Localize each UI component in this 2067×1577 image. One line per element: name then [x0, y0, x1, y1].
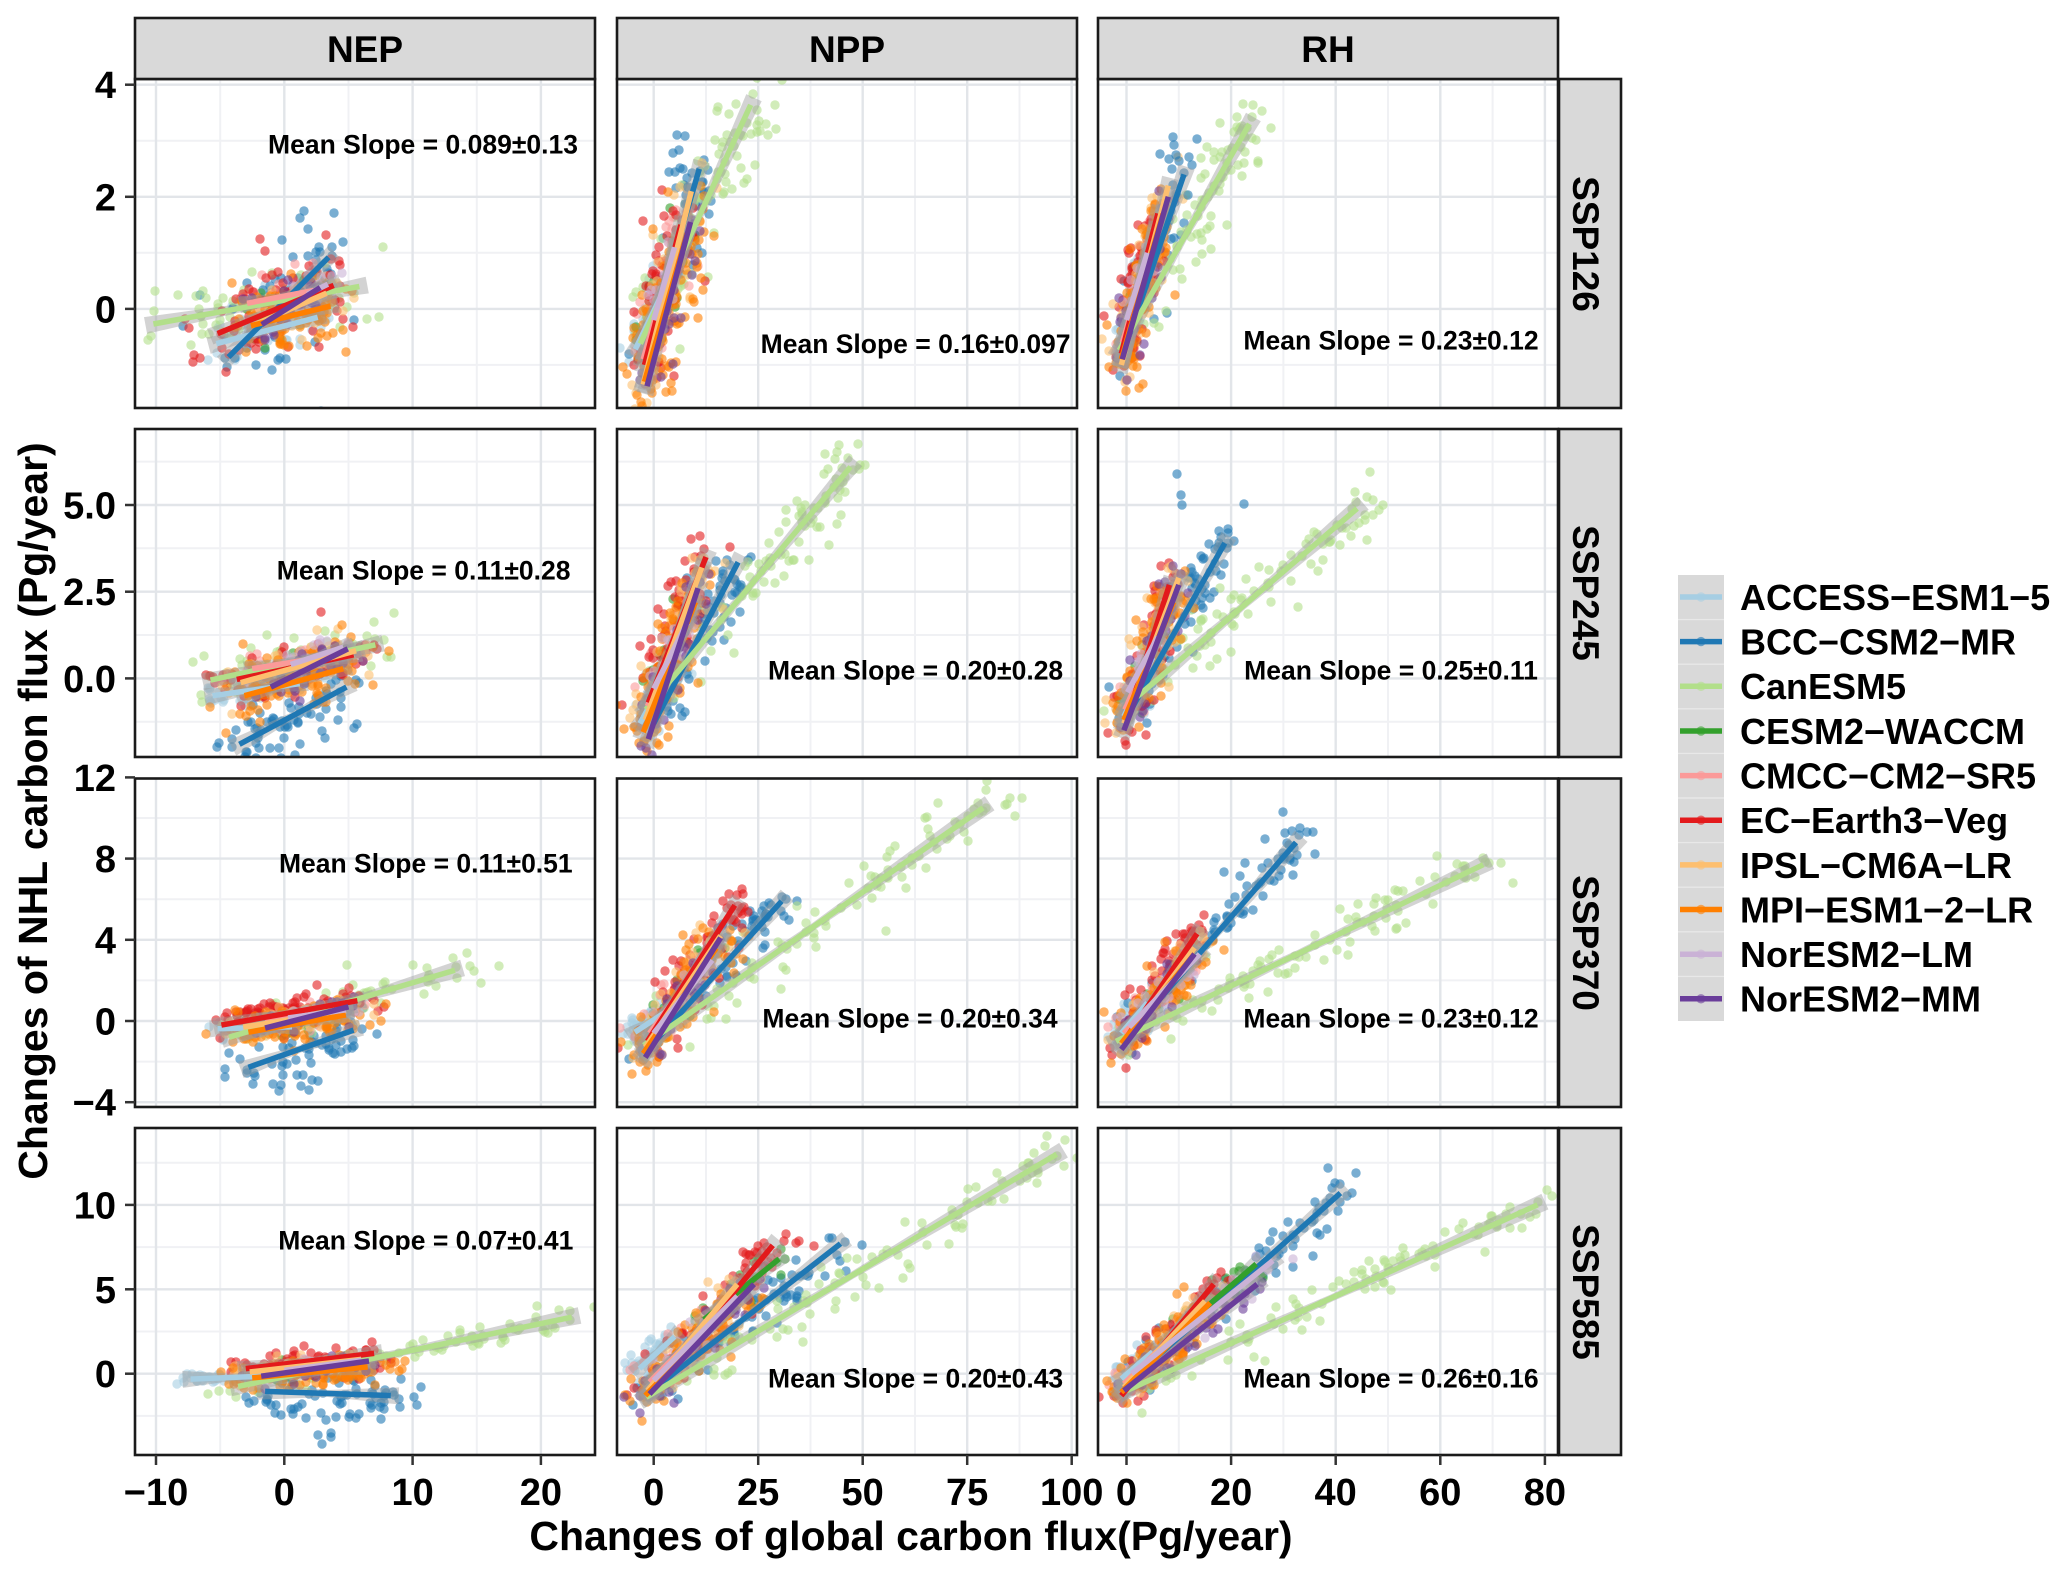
svg-text:Mean Slope = 0.16±0.097: Mean Slope = 0.16±0.097: [761, 329, 1071, 359]
svg-text:Mean Slope = 0.089±0.13: Mean Slope = 0.089±0.13: [268, 130, 578, 160]
svg-text:Mean Slope = 0.20±0.34: Mean Slope = 0.20±0.34: [762, 1003, 1057, 1033]
svg-text:Mean Slope = 0.20±0.28: Mean Slope = 0.20±0.28: [768, 656, 1063, 686]
svg-text:Mean Slope = 0.23±0.12: Mean Slope = 0.23±0.12: [1243, 326, 1538, 356]
svg-text:Mean Slope = 0.11±0.51: Mean Slope = 0.11±0.51: [279, 849, 573, 879]
svg-text:Mean Slope = 0.25±0.11: Mean Slope = 0.25±0.11: [1244, 656, 1538, 686]
svg-text:Mean Slope = 0.11±0.28: Mean Slope = 0.11±0.28: [277, 555, 571, 585]
